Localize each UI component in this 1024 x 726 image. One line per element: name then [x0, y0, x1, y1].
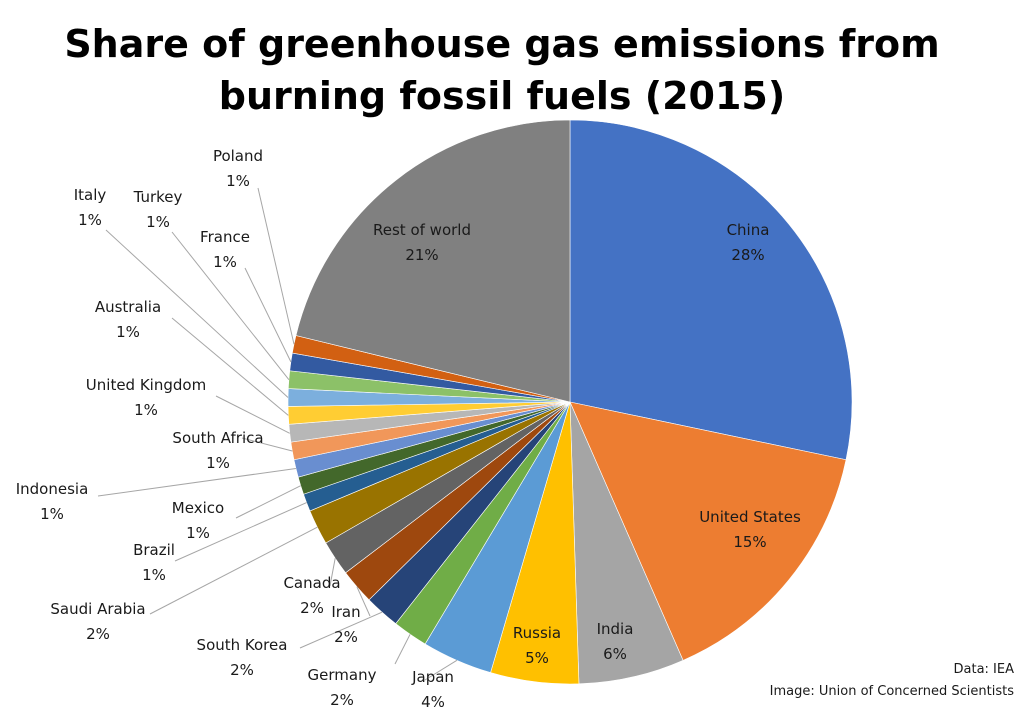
- slice-label-iran: Iran: [331, 603, 360, 621]
- slice-value-italy: 1%: [78, 211, 102, 229]
- slice-label-poland: Poland: [213, 147, 263, 165]
- slice-labels: China 28% United States 15% India 6% Russia 5% J…: [16, 147, 801, 711]
- leader-line-brazil: [174, 502, 307, 562]
- slice-label-russia: Russia: [513, 624, 561, 642]
- chart-title-line-2: burning fossil fuels (2015): [218, 74, 786, 118]
- slice-label-india: India: [597, 620, 634, 638]
- slice-label-italy: Italy: [74, 186, 107, 204]
- slice-label-united-kingdom: United Kingdom: [86, 376, 206, 394]
- leader-line-italy: [105, 229, 289, 398]
- leader-lines: [97, 187, 458, 681]
- leader-line-turkey: [171, 231, 290, 381]
- credit-image-source: Image: Union of Concerned Scientists: [769, 684, 1014, 699]
- leader-line-south-africa: [241, 437, 293, 452]
- credit-data-source: Data: IEA: [953, 662, 1015, 677]
- slice-label-turkey: Turkey: [133, 188, 183, 206]
- slice-label-rest-of-world: Rest of world: [373, 221, 471, 239]
- slice-value-russia: 5%: [525, 649, 549, 667]
- slice-label-saudi-arabia: Saudi Arabia: [50, 600, 145, 618]
- leader-line-iran: [356, 586, 371, 617]
- slice-value-india: 6%: [603, 645, 627, 663]
- leader-line-germany: [394, 634, 411, 665]
- slice-value-united-kingdom: 1%: [134, 401, 158, 419]
- slice-value-france: 1%: [213, 253, 237, 271]
- slice-value-canada: 2%: [300, 599, 324, 617]
- slice-label-australia: Australia: [95, 298, 161, 316]
- slice-label-brazil: Brazil: [133, 541, 175, 559]
- slice-value-rest-of-world: 21%: [405, 246, 438, 264]
- slice-label-france: France: [200, 228, 250, 246]
- leader-line-poland: [257, 187, 295, 345]
- chart-title-line-1: Share of greenhouse gas emissions from: [64, 22, 940, 66]
- slice-value-germany: 2%: [330, 691, 354, 709]
- pie-slices: [287, 119, 853, 685]
- slice-value-poland: 1%: [226, 172, 250, 190]
- leader-line-mexico: [235, 485, 301, 519]
- slice-value-brazil: 1%: [142, 566, 166, 584]
- slice-label-united-states: United States: [699, 508, 801, 526]
- pie-slice-china: [569, 119, 853, 461]
- slice-value-indonesia: 1%: [40, 505, 64, 523]
- pie-slice-united-states: [569, 401, 847, 661]
- pie-slice-rest-of-world: [295, 119, 571, 403]
- slice-value-australia: 1%: [116, 323, 140, 341]
- slice-label-mexico: Mexico: [172, 499, 224, 517]
- slice-value-united-states: 15%: [733, 533, 766, 551]
- slice-value-iran: 2%: [334, 628, 358, 646]
- slice-value-saudi-arabia: 2%: [86, 625, 110, 643]
- leader-line-united-kingdom: [215, 395, 290, 434]
- leader-line-saudi-arabia: [149, 526, 318, 615]
- slice-value-mexico: 1%: [186, 524, 210, 542]
- leader-line-france: [244, 267, 292, 363]
- leader-line-japan: [424, 659, 458, 681]
- slice-label-canada: Canada: [283, 574, 340, 592]
- slice-label-japan: Japan: [411, 668, 454, 686]
- chart-title: Share of greenhouse gas emissions from b…: [0, 18, 1004, 122]
- slice-label-china: China: [727, 221, 770, 239]
- slice-label-indonesia: Indonesia: [16, 480, 89, 498]
- slice-label-south-korea: South Korea: [197, 636, 288, 654]
- slice-value-japan: 4%: [421, 693, 445, 711]
- slice-value-south-korea: 2%: [230, 661, 254, 679]
- leader-line-australia: [171, 317, 289, 416]
- slice-value-china: 28%: [731, 246, 764, 264]
- leader-line-south-korea: [299, 611, 383, 649]
- slice-value-turkey: 1%: [146, 213, 170, 231]
- leader-line-indonesia: [97, 468, 296, 497]
- slice-label-south-africa: South Africa: [172, 429, 263, 447]
- slice-label-germany: Germany: [308, 666, 377, 684]
- slice-value-south-africa: 1%: [206, 454, 230, 472]
- leader-line-canada: [329, 558, 336, 587]
